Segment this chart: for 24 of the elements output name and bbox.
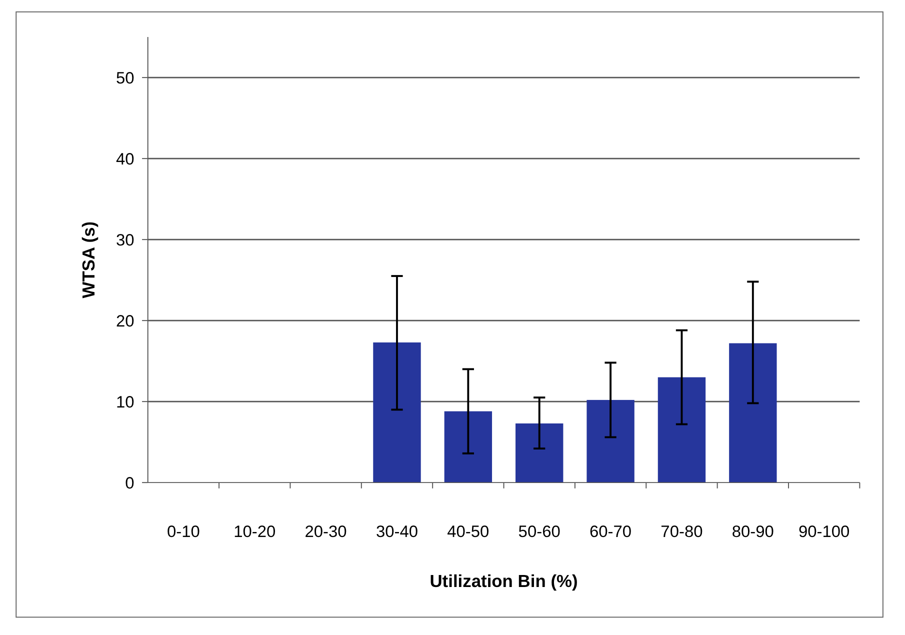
bar <box>658 377 706 483</box>
x-tick-label: 80-90 <box>732 522 774 541</box>
y-tick-label: 40 <box>116 150 134 168</box>
y-tick-label: 30 <box>116 231 134 250</box>
y-axis-title: WTSA (s) <box>78 221 99 298</box>
bar <box>516 423 564 483</box>
x-tick-label: 10-20 <box>234 522 276 541</box>
bar <box>444 411 492 483</box>
bar <box>586 400 634 483</box>
x-tick-label: 20-30 <box>304 522 347 541</box>
y-tick-label: 0 <box>125 474 134 492</box>
y-tick-label: 20 <box>116 312 134 330</box>
bar <box>373 342 421 483</box>
bar <box>729 343 777 483</box>
x-tick-label: 60-70 <box>590 522 632 541</box>
x-tick-label: 90-100 <box>798 522 850 541</box>
x-tick-label: 40-50 <box>447 522 490 541</box>
y-tick-label: 50 <box>116 69 134 88</box>
x-tick-label: 0-10 <box>166 522 200 541</box>
x-axis-title: Utilization Bin (%) <box>430 571 578 592</box>
x-tick-label: 30-40 <box>376 522 418 541</box>
x-tick-label: 70-80 <box>660 522 703 541</box>
x-tick-label: 50-60 <box>518 522 560 541</box>
y-tick-label: 10 <box>116 393 134 412</box>
